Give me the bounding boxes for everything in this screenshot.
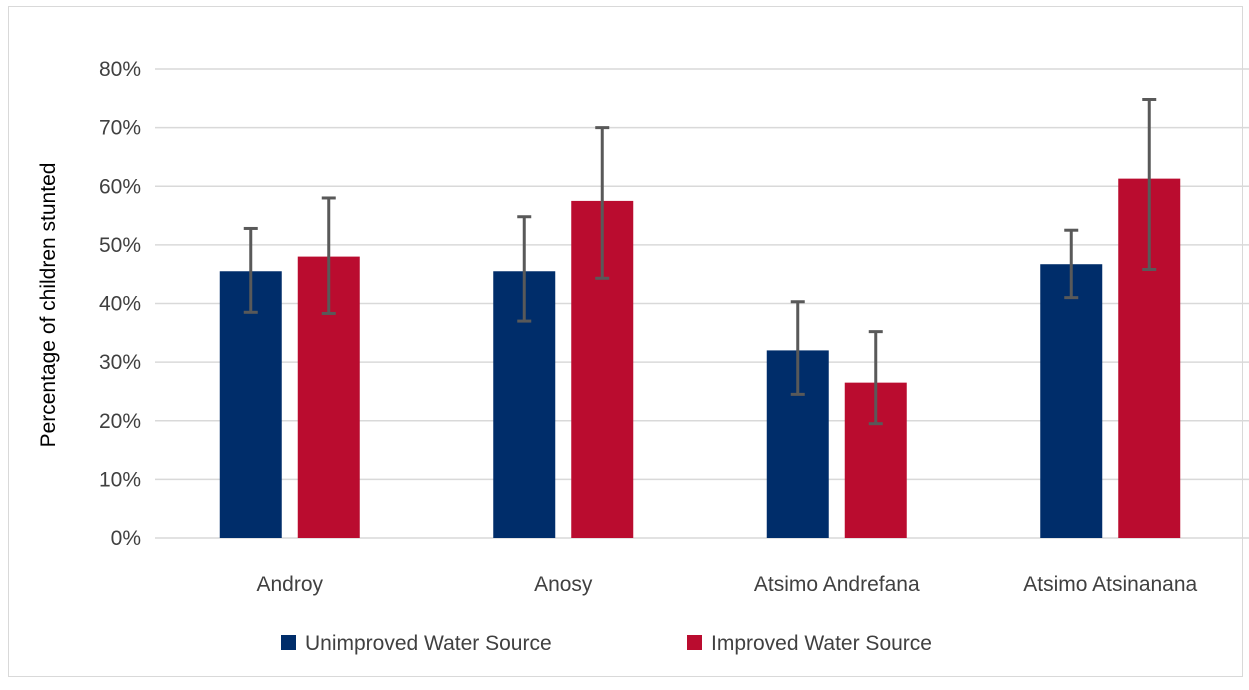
legend-swatch xyxy=(281,635,296,650)
x-tick-label-0: Androy xyxy=(256,573,323,596)
legend-label: Unimproved Water Source xyxy=(305,632,552,655)
x-tick-label-2: Atsimo Andrefana xyxy=(754,573,920,596)
bar-s0-3 xyxy=(1040,264,1103,538)
error-bar-s1-2 xyxy=(868,330,883,426)
bar-chart: 0% 10% 20% 30% 40% 50% 60% 70% 80% Androy Anosy At… xyxy=(37,58,1249,655)
x-tick-label-1: Anosy xyxy=(534,573,593,596)
legend-swatch xyxy=(687,635,702,650)
legend: Unimproved Water Source Improved Water So… xyxy=(281,632,932,655)
x-tick-label-3: Atsimo Atsinanana xyxy=(1023,573,1197,596)
y-tick-label-60: 60% xyxy=(99,175,141,198)
chart-frame: 0% 10% 20% 30% 40% 50% 60% 70% 80% Androy Anosy At… xyxy=(8,6,1249,677)
y-tick-label-80: 80% xyxy=(99,58,141,81)
error-bar-s0-1 xyxy=(517,215,532,323)
y-tick-label-10: 10% xyxy=(99,468,141,491)
legend-label: Improved Water Source xyxy=(711,632,932,655)
y-axis-title: Percentage of children stunted xyxy=(37,163,60,448)
bar-s0-0 xyxy=(219,271,282,538)
error-bar-s1-0 xyxy=(321,196,336,315)
y-tick-label-20: 20% xyxy=(99,410,141,433)
x-axis-ticks: Androy Anosy Atsimo Andrefana Atsimo Atsina… xyxy=(256,573,1197,596)
bars xyxy=(219,178,1181,538)
error-bar-s0-2 xyxy=(790,300,805,396)
y-tick-label-30: 30% xyxy=(99,351,141,374)
legend-item-0: Unimproved Water Source xyxy=(281,632,552,655)
y-axis-ticks: 0% 10% 20% 30% 40% 50% 60% 70% 80% xyxy=(99,58,141,550)
error-bar-s0-3 xyxy=(1064,228,1079,300)
error-bar-s1-3 xyxy=(1142,97,1157,271)
y-tick-label-0: 0% xyxy=(111,527,141,550)
y-tick-label-50: 50% xyxy=(99,234,141,257)
error-bar-s0-0 xyxy=(243,226,258,314)
legend-item-1: Improved Water Source xyxy=(687,632,932,655)
error-bar-s1-1 xyxy=(595,126,610,280)
error-bars xyxy=(243,97,1157,426)
y-tick-label-40: 40% xyxy=(99,293,141,316)
y-tick-label-70: 70% xyxy=(99,117,141,140)
